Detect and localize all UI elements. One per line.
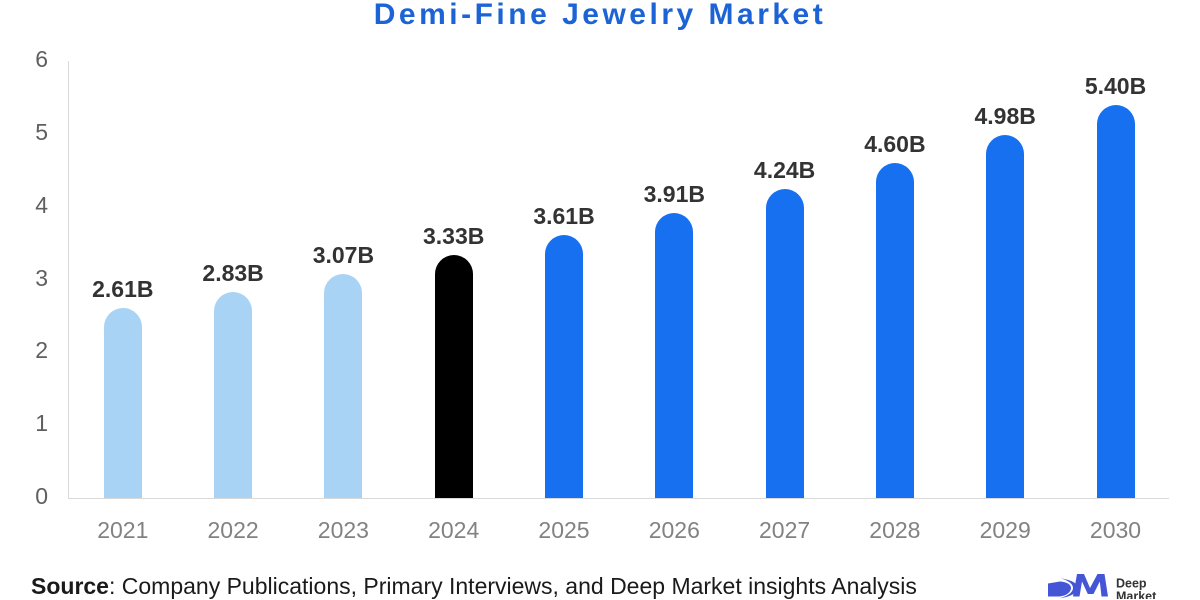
- svg-text:Deep: Deep: [1116, 577, 1147, 591]
- svg-text:Market: Market: [1116, 590, 1157, 600]
